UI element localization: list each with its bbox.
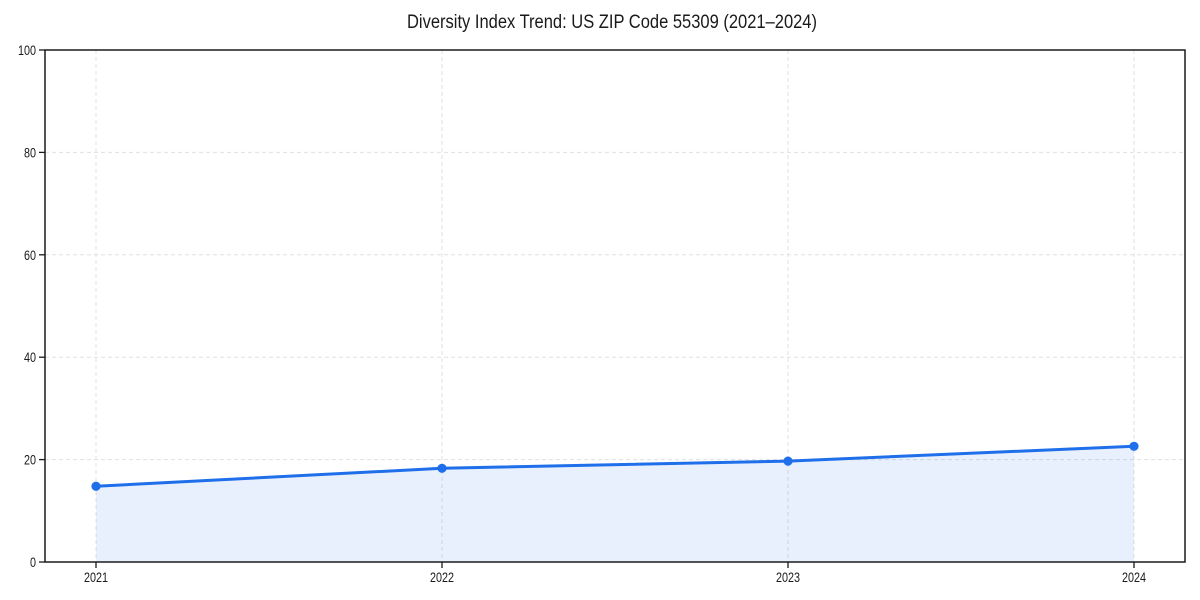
gridlines bbox=[45, 50, 1185, 562]
plot-border bbox=[44, 49, 1186, 563]
y-tick-labels: 0 20 40 60 80 100 bbox=[18, 42, 36, 570]
data-point bbox=[437, 463, 447, 473]
x-tick-labels: 2021 2022 2023 2024 bbox=[84, 569, 1146, 585]
data-point bbox=[783, 456, 793, 466]
y-tick-label: 40 bbox=[24, 349, 36, 365]
x-tick-label: 2023 bbox=[776, 569, 800, 585]
trend-line-path bbox=[94, 444, 1136, 488]
area-fill-shape bbox=[96, 446, 1134, 562]
x-tick-label: 2021 bbox=[84, 569, 108, 585]
y-tick-label: 100 bbox=[18, 42, 36, 58]
x-tick-label: 2024 bbox=[1122, 569, 1146, 585]
area-fill bbox=[96, 446, 1134, 562]
data-points bbox=[91, 441, 1139, 491]
plot-border-rect bbox=[44, 49, 1186, 563]
axis-ticks bbox=[39, 49, 1135, 568]
trend-line bbox=[94, 444, 1136, 488]
data-point bbox=[91, 481, 101, 491]
y-tick-label: 60 bbox=[24, 247, 36, 263]
chart-title: Diversity Index Trend: US ZIP Code 55309… bbox=[407, 12, 817, 33]
x-tick-label: 2022 bbox=[430, 569, 454, 585]
data-point bbox=[1129, 441, 1139, 451]
y-tick-label: 80 bbox=[24, 144, 36, 160]
y-tick-label: 0 bbox=[30, 554, 36, 570]
y-tick-label: 20 bbox=[24, 452, 36, 468]
